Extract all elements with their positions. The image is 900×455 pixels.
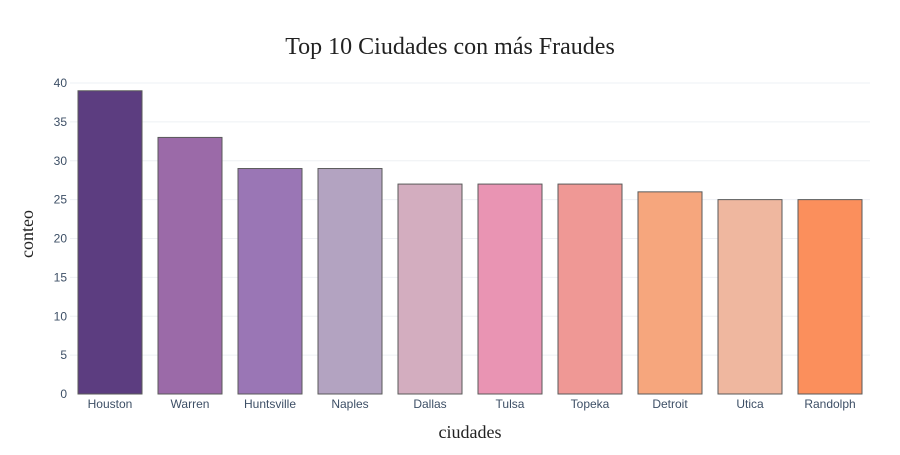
bar-warren[interactable] [157, 136, 223, 395]
x-tick-label: Detroit [652, 397, 688, 411]
x-tick-label: Naples [331, 397, 368, 411]
x-tick-label: Randolph [804, 397, 855, 411]
x-tick-label: Huntsville [244, 397, 296, 411]
y-tick-label: 20 [54, 232, 68, 246]
y-tick-label: 15 [54, 270, 68, 284]
bar-utica[interactable] [717, 199, 783, 395]
y-axis-ticks: 0 5 10 15 20 25 30 35 40 [54, 76, 68, 401]
bar-dallas[interactable] [397, 183, 463, 395]
bar-naples[interactable] [317, 168, 383, 395]
y-tick-label: 40 [54, 76, 68, 90]
x-tick-label: Topeka [571, 397, 610, 411]
y-tick-label: 0 [60, 387, 67, 401]
bar-huntsville[interactable] [237, 168, 303, 395]
y-tick-label: 30 [54, 154, 68, 168]
x-tick-label: Warren [171, 397, 210, 411]
bar-topeka[interactable] [557, 183, 623, 395]
y-axis-title: conteo [17, 210, 37, 258]
x-tick-label: Utica [736, 397, 764, 411]
x-tick-label: Tulsa [496, 397, 525, 411]
x-tick-label: Houston [88, 397, 133, 411]
x-tick-label: Dallas [413, 397, 446, 411]
bar-detroit[interactable] [637, 191, 703, 395]
y-tick-label: 25 [54, 193, 68, 207]
y-tick-label: 35 [54, 115, 68, 129]
bars [77, 90, 863, 395]
bar-tulsa[interactable] [477, 183, 543, 395]
bar-randolph[interactable] [797, 199, 863, 395]
y-tick-label: 10 [54, 309, 68, 323]
y-tick-label: 5 [60, 348, 67, 362]
x-axis-title: ciudades [439, 422, 502, 442]
bar-houston[interactable] [77, 90, 143, 395]
x-axis-ticks: Houston Warren Huntsville Naples Dallas Tulsa… [88, 397, 856, 411]
chart-title: Top 10 Ciudades con más Fraudes [285, 34, 615, 60]
